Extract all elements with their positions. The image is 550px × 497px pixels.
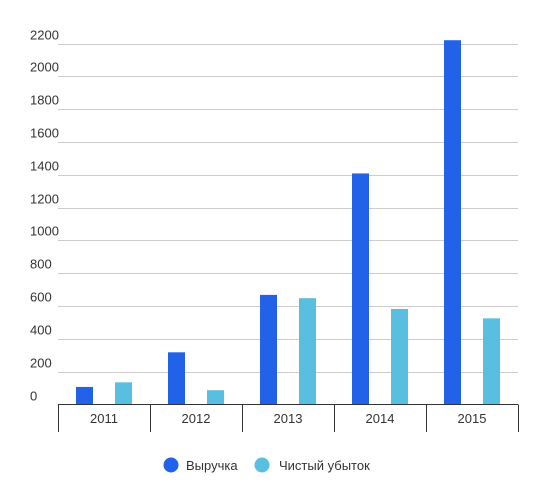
bar-net-loss-2011 xyxy=(115,382,132,405)
bar-net-loss-2014 xyxy=(391,308,408,405)
bar-revenue-2013 xyxy=(260,294,277,405)
bar-net-loss-2012 xyxy=(207,390,224,405)
y-tick-label: 0 xyxy=(30,389,37,404)
legend-marker-net-loss xyxy=(254,457,270,473)
grid-lines xyxy=(58,44,518,373)
x-tick-label: 2013 xyxy=(274,411,303,426)
bars xyxy=(76,40,500,405)
legend-label-revenue: Выручка xyxy=(186,458,238,473)
x-axis: 2011 2012 2013 2014 2015 xyxy=(58,404,519,432)
x-tick-label: 2012 xyxy=(182,411,211,426)
bar-net-loss-2013 xyxy=(299,298,316,405)
y-tick-label: 400 xyxy=(30,323,52,338)
y-axis-tick-labels: 0 200 400 600 800 1000 1200 1400 1600 1800 2000 220… xyxy=(30,28,59,404)
y-tick-label: 800 xyxy=(30,257,52,272)
y-tick-label: 1800 xyxy=(30,93,59,108)
y-tick-label: 600 xyxy=(30,290,52,305)
y-tick-label: 200 xyxy=(30,356,52,371)
y-tick-label: 2000 xyxy=(30,60,59,75)
x-tick-label: 2015 xyxy=(458,411,487,426)
legend-label-net-loss: Чистый убыток xyxy=(279,458,370,473)
bar-revenue-2011 xyxy=(76,386,93,405)
y-tick-label: 1400 xyxy=(30,159,59,174)
bar-net-loss-2015 xyxy=(483,318,500,405)
bar-revenue-2014 xyxy=(352,173,369,405)
y-tick-label: 2200 xyxy=(30,28,59,43)
y-tick-label: 1600 xyxy=(30,126,59,141)
legend-marker-revenue xyxy=(163,457,179,473)
x-tick-label: 2014 xyxy=(366,411,395,426)
y-tick-label: 1200 xyxy=(30,192,59,207)
y-tick-label: 1000 xyxy=(30,224,59,239)
legend: Выручка Чистый убыток xyxy=(163,457,370,473)
bar-revenue-2012 xyxy=(168,352,185,405)
bar-revenue-2015 xyxy=(444,40,461,405)
x-tick-label: 2011 xyxy=(90,411,118,426)
